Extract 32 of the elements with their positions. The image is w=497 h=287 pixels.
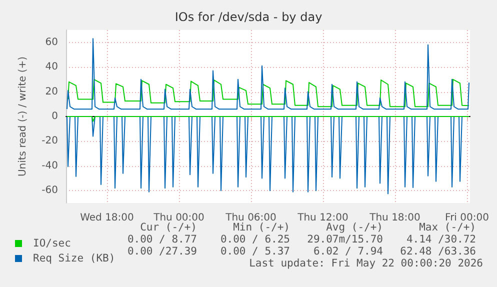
x-tick-label: Thu 18:00 bbox=[368, 212, 420, 224]
legend-label: IO/sec bbox=[33, 238, 71, 250]
text: Last update: Fri May 22 00:00:20 2026 bbox=[249, 258, 483, 270]
text: 4.14 /30.72 bbox=[406, 234, 476, 246]
x-tick-label: Thu 00:00 bbox=[152, 212, 204, 224]
text: 0.00 / 5.37 bbox=[220, 246, 290, 258]
y-tick-label: -40 bbox=[42, 160, 58, 172]
y-tick-label: 40 bbox=[45, 62, 58, 73]
legend-label: Req Size (KB) bbox=[33, 252, 116, 264]
text: Avg (-/+) bbox=[326, 222, 383, 234]
chart-title: IOs for /dev/sda - by day bbox=[174, 10, 322, 24]
text: Cur (-/+) bbox=[140, 222, 197, 234]
y-tick-label: 0 bbox=[52, 111, 58, 122]
text: 62.48 /63.36 bbox=[400, 246, 476, 258]
y-tick-label: -60 bbox=[42, 185, 58, 196]
text: 6.02 / 7.94 bbox=[313, 246, 383, 258]
text: 0.00 / 6.25 bbox=[220, 234, 290, 246]
line-series bbox=[66, 38, 470, 110]
line-series bbox=[68, 78, 470, 108]
y-tick-label: -20 bbox=[42, 136, 58, 147]
x-tick-label: Thu 12:00 bbox=[296, 212, 348, 224]
text: 0.00 / 8.77 bbox=[127, 234, 197, 246]
y-tick-label: 60 bbox=[45, 36, 58, 48]
y-axis-title: Units read (-) / write (+) bbox=[18, 56, 28, 177]
y-tick-label: 20 bbox=[45, 86, 58, 98]
text: 29.07m/15.70 bbox=[307, 234, 383, 246]
text: Max (-/+) bbox=[419, 222, 476, 234]
text: Min (-/+) bbox=[233, 222, 290, 234]
x-tick-label: Thu 06:00 bbox=[224, 212, 276, 224]
x-tick-label: Fri 00:00 bbox=[445, 212, 489, 224]
x-tick-label: Wed 18:00 bbox=[80, 212, 134, 224]
text: 0.00 /27.39 bbox=[127, 246, 197, 258]
